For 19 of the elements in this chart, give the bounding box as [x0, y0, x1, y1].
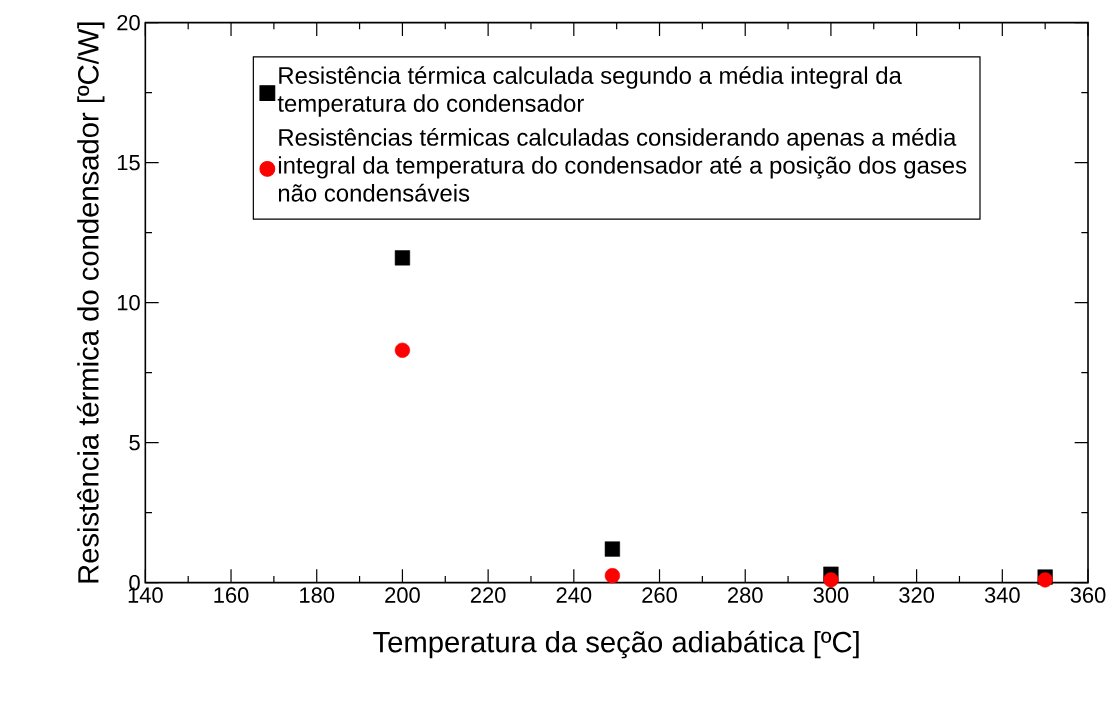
- x-tick-label: 220: [470, 587, 506, 603]
- x-tick-label: 320: [899, 587, 935, 603]
- y-tick-label: 15: [117, 154, 140, 171]
- x-tick-label: 200: [385, 587, 420, 603]
- x-tick-label: 160: [214, 587, 249, 603]
- x-tick-label: 260: [642, 587, 677, 603]
- x-tick-label: 340: [984, 587, 1020, 603]
- y-tick-label: 20: [117, 14, 140, 31]
- legend-label: Resistências térmicas calculadas considerando apenas a média integral da temperatura do condensador até a posição dos gases não condensáveis: [278, 127, 967, 202]
- x-tick-label: 240: [556, 587, 592, 603]
- y-tick-label: 5: [129, 434, 140, 451]
- x-tick-label: 300: [813, 587, 849, 603]
- x-axis-title: Temperatura da seção adiabática [ºC]: [373, 630, 859, 659]
- y-tick-label: 10: [117, 294, 140, 311]
- x-tick-label: 180: [300, 587, 335, 603]
- x-tick-label: 280: [728, 587, 763, 603]
- legend-label: Resistência térmica calculada segundo a média integral da temperatura do condensador: [277, 66, 902, 117]
- x-tick-label: 360: [1070, 587, 1106, 603]
- y-axis-title: Resistência térmica do condensador [ºC/W]: [76, 22, 105, 583]
